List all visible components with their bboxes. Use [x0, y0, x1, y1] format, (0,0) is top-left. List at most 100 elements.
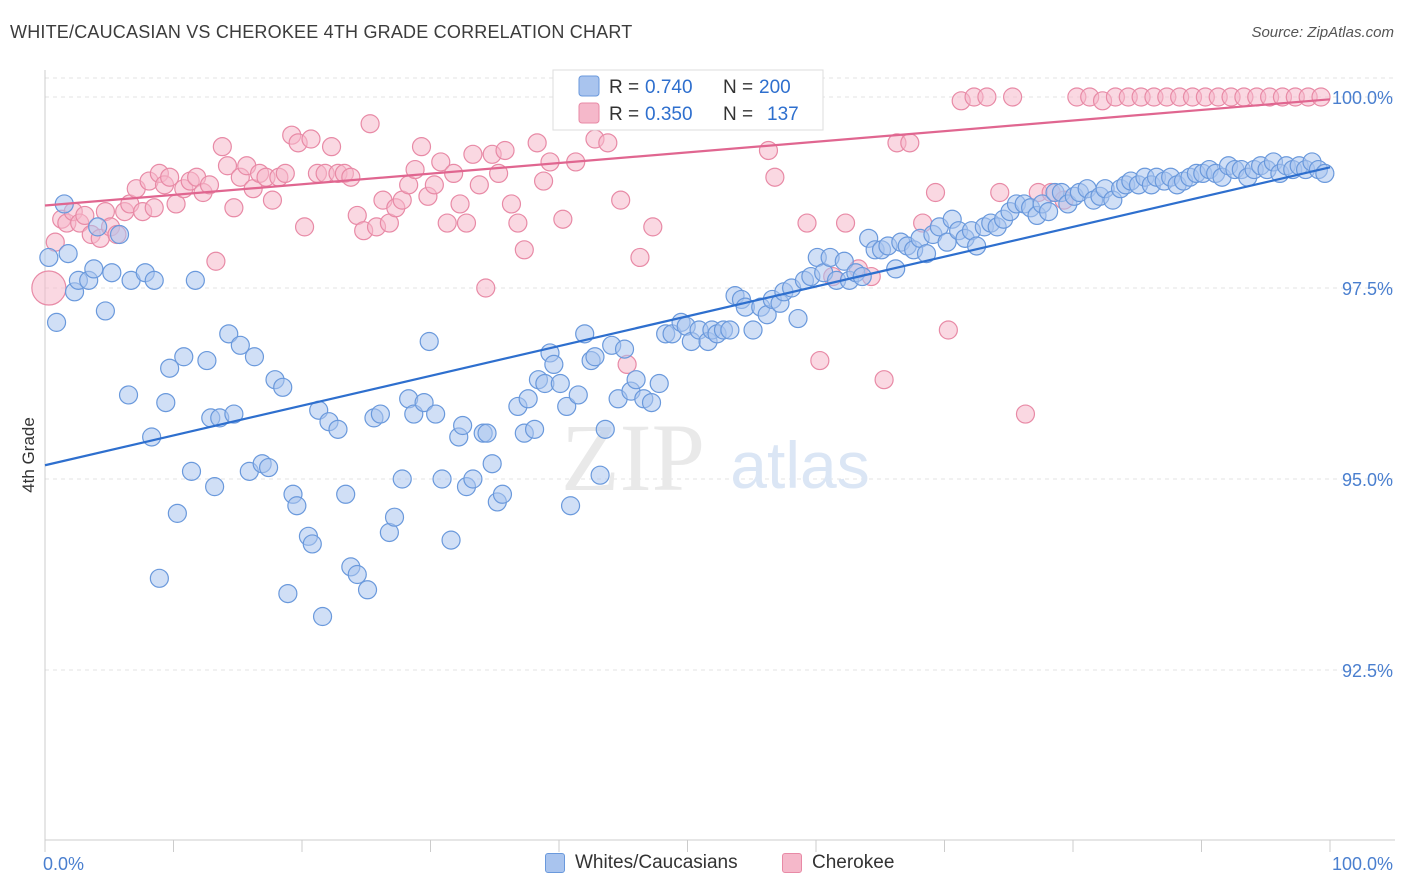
cherokee-point [341, 167, 361, 187]
legend-swatch-cherokee [782, 853, 802, 873]
cherokee-point [294, 217, 315, 237]
cherokee-point [990, 182, 1010, 203]
whites-point [205, 477, 225, 497]
whites-point [649, 373, 669, 394]
cherokee-point [495, 140, 515, 161]
whites-point [370, 404, 390, 424]
legend-n-label: N = [723, 77, 753, 98]
watermark-atlas: atlas [730, 428, 869, 502]
cherokee-point [630, 247, 650, 268]
legend-r-value: 0.350 [645, 104, 693, 125]
whites-point [278, 583, 298, 604]
whites-point [419, 331, 439, 352]
whites-point [441, 530, 461, 550]
cherokee-point [437, 213, 457, 233]
cherokee-point [275, 163, 295, 183]
whites-point [432, 469, 452, 489]
cherokee-point [456, 213, 477, 233]
cherokee-point [160, 167, 180, 187]
whites-point [550, 373, 570, 394]
whites-point [174, 347, 194, 367]
whites-point [312, 606, 333, 627]
cherokee-point [431, 152, 451, 172]
cherokee-point [450, 194, 470, 214]
cherokee-point [212, 137, 232, 157]
whites-point [595, 419, 615, 439]
y-axis-label: 4th Grade [19, 417, 38, 493]
cherokee-point [598, 133, 618, 153]
whites-point [743, 320, 763, 340]
cherokee-point [765, 167, 785, 187]
whites-point [95, 301, 115, 321]
whites-point [230, 335, 250, 355]
whites-point [560, 496, 581, 516]
whites-point [518, 389, 538, 409]
cherokee-point [835, 213, 856, 233]
whites-point [102, 263, 122, 283]
whites-point [720, 320, 740, 340]
whites-point [384, 507, 405, 527]
whites-point [967, 236, 987, 256]
whites-point [328, 419, 348, 439]
cherokee-point [1311, 87, 1331, 107]
legend-label-cherokee: Cherokee [812, 852, 895, 873]
x-tick-label: 100.0% [1332, 854, 1393, 874]
whites-point [142, 427, 162, 447]
whites-point [273, 377, 293, 397]
whites-point [937, 232, 957, 252]
cherokee-point [810, 350, 830, 371]
whites-point [58, 244, 78, 264]
watermark-zip: ZIP [561, 404, 705, 511]
whites-point [219, 324, 239, 344]
cherokee-point [144, 198, 164, 218]
whites-point [788, 308, 808, 329]
legend-r-label: R = [609, 77, 639, 98]
y-tick-label: 92.5% [1342, 661, 1393, 681]
tick-labels: 92.5% 95.0% 97.5% 100.0% 0.0% 100.0% [43, 88, 1393, 874]
legend-swatch-whites [545, 853, 565, 873]
legend-item-whites: Whites/Caucasians [545, 852, 738, 874]
cherokee-point [643, 217, 663, 237]
chart-title: WHITE/CAUCASIAN VS CHEROKEE 4TH GRADE CO… [10, 22, 633, 42]
whites-point [302, 534, 322, 554]
legend-n-value: 200 [759, 77, 791, 98]
cherokee-point [540, 152, 560, 172]
whites-point [585, 347, 605, 367]
cherokee-point [31, 270, 67, 306]
legend-n-label: N = [723, 104, 753, 125]
whites-point [46, 312, 67, 332]
cherokee-point [611, 190, 631, 210]
whites-point [641, 393, 662, 413]
y-tick-label: 100.0% [1332, 88, 1393, 108]
cherokee-point [262, 190, 283, 210]
whites-point [1038, 202, 1059, 222]
whites-point [118, 385, 139, 405]
cherokee-point [224, 198, 244, 218]
cherokee-point [797, 213, 817, 233]
cherokee-point [321, 137, 342, 157]
legend-r-value: 0.740 [645, 77, 693, 98]
series-legend: Whites/Caucasians Cherokee [0, 852, 1406, 878]
whites-point [590, 465, 610, 485]
whites-point [614, 339, 635, 359]
whites-point [834, 251, 854, 271]
whites-point [414, 393, 434, 413]
legend-label-whites: Whites/Caucasians [575, 852, 738, 873]
whites-point [568, 385, 588, 405]
cherokee-point [424, 175, 444, 195]
whites-point [544, 354, 564, 374]
whites-point [492, 484, 513, 504]
whites-point [557, 396, 577, 417]
whites-point [224, 404, 244, 424]
whites-point [181, 461, 202, 481]
whites-point [149, 568, 169, 588]
cherokee-point [977, 87, 997, 107]
whites-point [167, 503, 187, 523]
cherokee-point [508, 213, 528, 233]
whites-point [463, 469, 483, 489]
cherokee-point [206, 251, 226, 271]
cherokee-point [501, 194, 522, 214]
whites-point [524, 419, 545, 439]
cherokee-point [938, 320, 958, 340]
